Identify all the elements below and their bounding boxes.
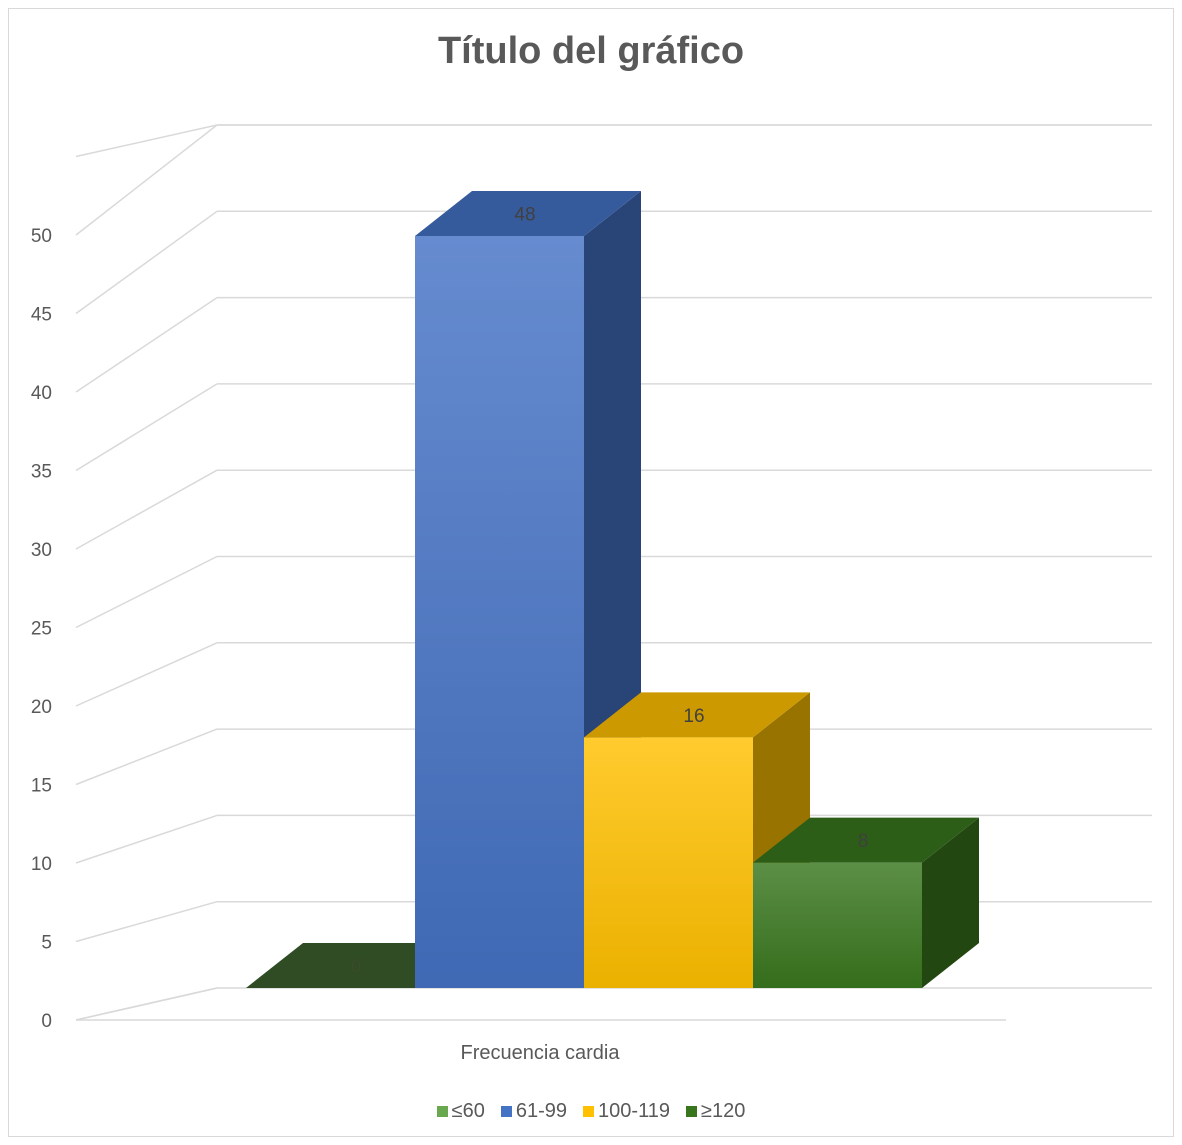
legend-label: 61-99 (515, 1100, 568, 1122)
gridline-side (75, 383, 218, 472)
bars (246, 191, 979, 988)
gridline-side (75, 555, 218, 629)
y-tick-label: 50 (31, 226, 52, 247)
y-tick-label: 5 (41, 933, 52, 954)
x-axis-category-label: Frecuencia cardia (460, 1042, 620, 1064)
gridline-side (75, 814, 218, 864)
y-tick-label: 15 (31, 776, 52, 797)
data-labels: 0 48 16 8 (351, 205, 869, 978)
bar-top-61-99 (415, 191, 641, 236)
gridline-side (75, 728, 218, 786)
bar-≥120 (753, 862, 922, 988)
legend-label: 100-119 (598, 1100, 670, 1122)
legend-swatch (500, 1106, 512, 1117)
legend: ≤60 61-99 100-119 ≥120 (0, 1100, 1182, 1123)
gridline-side (75, 900, 218, 943)
data-label: 48 (514, 205, 535, 226)
chart-title: Título del gráfico (437, 30, 745, 72)
y-tick-label: 25 (31, 619, 52, 640)
gridline-side (75, 296, 218, 393)
legend-item: 100-119 (583, 1100, 670, 1123)
legend-swatch (583, 1106, 595, 1117)
data-label: 8 (858, 831, 869, 852)
legend-label: ≥120 (700, 1100, 746, 1122)
gridline-side (75, 210, 218, 315)
legend-item: ≤60 (436, 1100, 485, 1123)
legend-swatch (685, 1106, 697, 1117)
y-axis-ticks: 0 5 10 15 20 25 30 35 40 45 50 (31, 226, 52, 1032)
bar-top-100-119 (584, 692, 810, 738)
data-label: 0 (351, 957, 362, 978)
y-tick-label: 0 (41, 1011, 52, 1032)
legend-item: ≥120 (685, 1100, 746, 1123)
y-tick-label: 35 (31, 462, 52, 483)
gridline-side (75, 124, 218, 158)
gridline-side (75, 469, 218, 550)
y-tick-label: 30 (31, 540, 52, 561)
y-tick-label: 10 (31, 854, 52, 875)
bar-top-≥120 (753, 817, 979, 863)
bar-side-≥120 (922, 817, 979, 988)
gridline-side (75, 642, 218, 707)
legend-swatch (436, 1106, 448, 1117)
bar-100-119 (584, 737, 753, 988)
y-tick-label: 20 (31, 697, 52, 718)
y-tick-label: 40 (31, 383, 52, 404)
y-tick-label: 45 (31, 305, 52, 326)
gridline-side (75, 124, 218, 236)
gridline-side (75, 987, 218, 1021)
data-label: 16 (683, 706, 704, 727)
legend-label: ≤60 (451, 1100, 485, 1122)
bar-61-99 (415, 236, 584, 988)
legend-item: 61-99 (500, 1100, 568, 1123)
